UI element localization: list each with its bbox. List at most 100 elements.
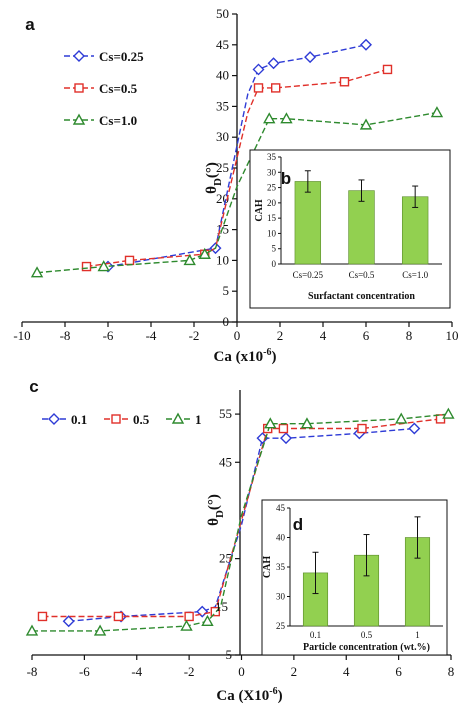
inset-chart-b: 0 5 10 15 20 25 30 35 Cs=0.25 Cs=0.5 Cs=1.0 Surfact…: [249, 149, 451, 309]
data-point: [280, 112, 293, 124]
data-point: [408, 422, 421, 435]
inset-category-label: 0.1: [310, 630, 321, 640]
inset-category-label: Cs=0.5: [349, 270, 375, 280]
y-tick-label: 25: [219, 551, 232, 566]
data-point: [435, 414, 446, 424]
inset-panel-label: b: [281, 169, 291, 188]
inset-category-label: 0.5: [361, 630, 373, 640]
y-tick-label: 0: [223, 314, 230, 329]
series-0.5: [37, 414, 446, 622]
data-point: [62, 615, 75, 628]
y-tick-label: 5: [223, 283, 230, 298]
y-axis-label-main: θ: [204, 186, 220, 194]
x-axis-label-sup: -6: [269, 686, 277, 697]
inset-category-label: 1: [415, 630, 420, 640]
y-tick-label: 35: [216, 98, 229, 113]
x-tick-label: 4: [343, 664, 350, 679]
inset-x-axis-label: Particle concentration (wt.%): [303, 642, 430, 653]
x-axis-label: Ca (x10-6): [214, 347, 277, 365]
legend-item: 1: [166, 412, 202, 427]
inset-category-label: Cs=0.25: [293, 270, 324, 280]
y-tick-label: 45: [216, 37, 229, 52]
legend-item: Cs=0.5: [64, 81, 138, 96]
data-point: [25, 624, 39, 636]
y-tick-label: 15: [215, 599, 228, 614]
data-point: [339, 77, 350, 87]
chart-panel-a: -10 -8 -6 -4 -2 0 2 4 6 8 1005101520253035404550Cs…: [13, 6, 458, 365]
x-tick-label: -8: [60, 328, 71, 343]
data-point: [300, 417, 314, 429]
inset-y-tick-label: 25: [276, 621, 286, 631]
legend-item: Cs=1.0: [64, 113, 137, 128]
inset-y-tick-label: 30: [267, 167, 277, 177]
series-Cs=1.0: [30, 106, 444, 278]
legend-label: Cs=0.5: [99, 81, 138, 96]
inset-y-tick-label: 0: [272, 259, 277, 269]
y-tick-label: 10: [216, 252, 229, 267]
x-tick-label: 4: [320, 328, 327, 343]
inset-y-axis-label: CAH: [254, 199, 265, 221]
series-line: [32, 413, 449, 632]
inset-y-tick-label: 5: [272, 244, 277, 254]
legend-marker: [74, 83, 84, 93]
x-tick-label: 10: [446, 328, 459, 343]
y-axis-label-tail: (°): [206, 494, 222, 510]
data-point: [97, 260, 110, 272]
x-tick-label: 6: [363, 328, 370, 343]
panel-label: c: [29, 377, 38, 396]
data-point: [278, 423, 289, 434]
x-axis-label-main: Ca (x10: [214, 349, 264, 365]
x-tick-label: 0: [234, 328, 241, 343]
inset-chart-d: 25 30 35 40 45 0.1 0.5 1 Particle concentration …: [261, 499, 448, 656]
series-1: [25, 407, 455, 636]
y-axis-label-sub: D: [212, 178, 224, 186]
data-point: [280, 432, 293, 445]
inset-y-tick-label: 45: [276, 503, 286, 513]
x-tick-label: -6: [79, 664, 90, 679]
panel-label: a: [25, 15, 35, 34]
legend-label: 0.5: [133, 412, 150, 427]
x-axis-label-tail: ): [271, 349, 276, 365]
legend-marker: [48, 413, 60, 425]
data-point: [442, 407, 455, 419]
y-tick-label: 5: [226, 647, 233, 662]
y-tick-label: 55: [219, 406, 232, 421]
data-point: [183, 253, 196, 266]
data-point: [198, 247, 211, 259]
data-point: [180, 619, 193, 631]
x-tick-label: 8: [448, 664, 455, 679]
legend-label: Cs=0.25: [99, 49, 144, 64]
legend-item: Cs=0.25: [64, 49, 144, 64]
inset-bar: [294, 181, 322, 265]
legend-marker: [72, 113, 86, 125]
data-point: [30, 266, 44, 278]
series-line: [42, 418, 441, 618]
legend: 0.1 0.5 1: [42, 412, 202, 427]
y-axis-label-sub: D: [214, 510, 226, 518]
data-point: [304, 51, 317, 64]
legend-item: 0.5: [104, 412, 150, 427]
x-axis-label: Ca (X10-6): [216, 686, 282, 704]
legend-item: 0.1: [42, 412, 87, 427]
x-axis-label-tail: ): [278, 688, 283, 704]
inset-y-tick-label: 20: [267, 198, 277, 208]
data-point: [357, 423, 367, 434]
x-tick-label: -4: [131, 664, 142, 679]
x-tick-label: -2: [189, 328, 200, 343]
data-point: [184, 611, 194, 622]
legend: Cs=0.25 Cs=0.5 Cs=1.0: [64, 49, 144, 128]
x-tick-label: 2: [291, 664, 298, 679]
x-axis-label-sup: -6: [263, 347, 271, 358]
inset-y-tick-label: 40: [276, 533, 286, 543]
inset-y-tick-label: 35: [276, 562, 286, 572]
x-tick-label: 6: [395, 664, 402, 679]
y-axis-label: θD(°): [206, 494, 226, 526]
data-point: [359, 118, 373, 130]
legend-marker: [171, 412, 185, 424]
data-point: [201, 614, 214, 626]
x-tick-label: 2: [277, 328, 284, 343]
y-tick-label: 30: [216, 129, 229, 144]
y-axis-label-main: θ: [206, 518, 222, 526]
y-axis-label-tail: (°): [204, 162, 220, 178]
